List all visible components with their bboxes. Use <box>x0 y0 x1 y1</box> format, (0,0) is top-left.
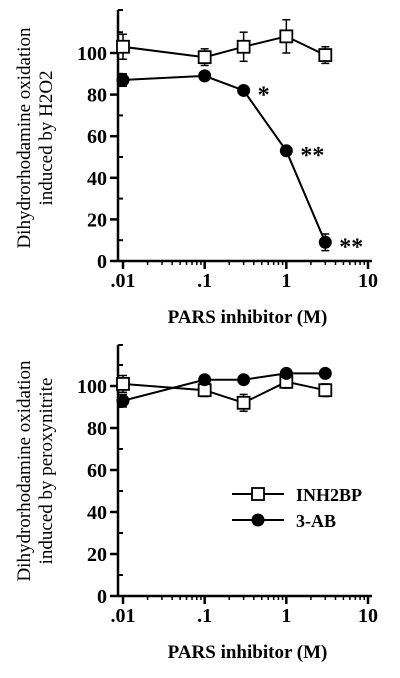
data-point-square <box>116 39 130 54</box>
data-point-square <box>116 376 130 391</box>
x-tick-label: .01 <box>111 270 136 292</box>
data-point-circle <box>237 83 251 97</box>
x-tick-label: 10 <box>358 605 378 627</box>
legend-label: 3-AB <box>296 511 336 531</box>
data-point-circle <box>279 366 293 380</box>
data-point-square <box>236 395 251 410</box>
data-point-circle <box>198 373 212 387</box>
data-point-square <box>236 39 251 54</box>
series-line-INH2BP <box>122 35 326 59</box>
y-tick-label: 60 <box>87 460 107 482</box>
y-tick-label: 0 <box>97 586 107 608</box>
y-tick-label: 80 <box>87 85 107 107</box>
y-axis-title-line: induced by H2O2 <box>36 70 57 205</box>
data-point-square <box>318 383 333 398</box>
significance-marker: * <box>258 82 270 108</box>
data-point-square <box>279 29 294 44</box>
data-point-circle <box>198 69 212 83</box>
y-tick-label: 40 <box>87 502 107 524</box>
data-point-square <box>318 48 333 62</box>
x-axis-title: PARS inhibitor (M) <box>168 307 328 328</box>
y-tick-label: 0 <box>97 251 107 273</box>
series-line-3-AB <box>122 74 327 243</box>
y-tick-label: 80 <box>87 418 107 440</box>
y-tick-label: 100 <box>77 43 107 65</box>
x-tick-label: 1 <box>281 270 291 292</box>
legend-label: INH2BP <box>296 485 362 505</box>
x-tick-label: 10 <box>358 270 378 292</box>
y-tick-label: 20 <box>87 544 107 566</box>
y-axis-title-line: induced by peroxynitrite <box>36 378 57 565</box>
x-tick-label: .1 <box>197 270 212 292</box>
data-point-circle <box>279 144 293 158</box>
significance-marker: ** <box>339 234 363 260</box>
y-axis-title-line: Dihydrorhodamine oxidation <box>14 27 35 249</box>
x-tick-label: .01 <box>111 605 136 627</box>
panel-peroxynitrite: 0 20 40 60 80 100 .01 .1 1 10 PARS inhibitor (M) Di… <box>14 344 378 663</box>
x-axis-title: PARS inhibitor (M) <box>168 642 328 663</box>
data-point-square <box>197 50 212 65</box>
x-tick-label: 1 <box>281 605 291 627</box>
data-point-circle <box>318 366 332 380</box>
y-tick-label: 40 <box>87 168 107 190</box>
legend-marker-square <box>251 487 265 501</box>
legend-marker-circle <box>251 513 265 527</box>
data-point-circle <box>116 73 130 87</box>
y-tick-label: 100 <box>77 376 107 398</box>
x-tick-label: .1 <box>197 605 212 627</box>
data-point-circle <box>116 394 130 408</box>
y-tick-label: 60 <box>87 126 107 148</box>
y-tick-label: 20 <box>87 209 107 231</box>
data-point-circle <box>318 235 332 249</box>
y-axis-title-line: Dihydrorhodamine oxidation <box>14 360 35 582</box>
panel-h2o2: 0 20 40 60 80 100 .01 .1 1 10 PARS inhibitor (M) Di… <box>14 9 378 328</box>
data-point-circle <box>237 373 251 387</box>
significance-marker: ** <box>300 143 324 169</box>
